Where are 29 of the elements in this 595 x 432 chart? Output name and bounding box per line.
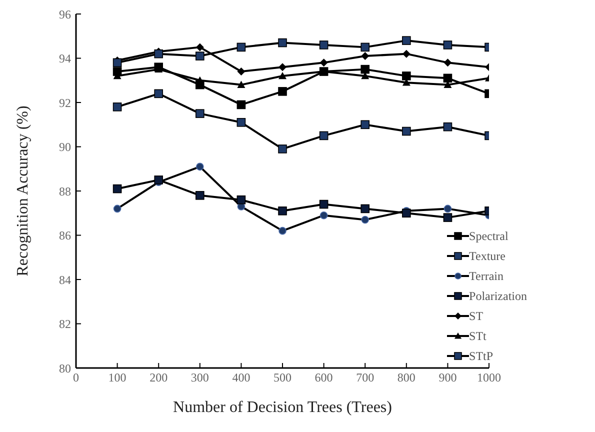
x-tick-label: 400 (232, 370, 250, 385)
y-tick-label: 86 (59, 228, 71, 243)
legend-label: Texture (469, 248, 506, 264)
x-tick-label: 300 (190, 370, 209, 385)
x-tick-label: 900 (438, 370, 457, 385)
y-tick-label: 88 (59, 184, 71, 198)
y-tick-label: 92 (59, 96, 71, 110)
x-tick-label: 100 (108, 370, 126, 385)
legend-label: STtP (469, 348, 494, 364)
x-tick-label: 200 (150, 370, 168, 385)
y-axis-title: Recognition Accuracy (%) (14, 106, 32, 276)
y-tick-label: 84 (59, 272, 71, 287)
y-tick-label: 96 (59, 7, 71, 22)
x-tick-label: 800 (397, 370, 416, 385)
x-tick-label: 500 (274, 370, 292, 385)
x-tick-label: 700 (356, 370, 374, 385)
legend-label: STt (469, 328, 486, 344)
legend-label: Polarization (469, 288, 527, 304)
y-tick-label: 82 (59, 317, 71, 332)
legend-label: Spectral (469, 228, 508, 244)
x-tick-label: 600 (314, 370, 333, 385)
x-tick-label: 1000 (477, 370, 502, 385)
legend-label: ST (469, 308, 484, 324)
y-tick-label: 94 (59, 52, 71, 66)
legend-label: Terrain (469, 268, 504, 284)
y-tick-label: 80 (59, 361, 71, 376)
y-tick-label: 90 (59, 140, 71, 154)
x-axis-title: Number of Decision Trees (Trees) (173, 399, 392, 416)
x-tick-label: 0 (73, 370, 79, 385)
